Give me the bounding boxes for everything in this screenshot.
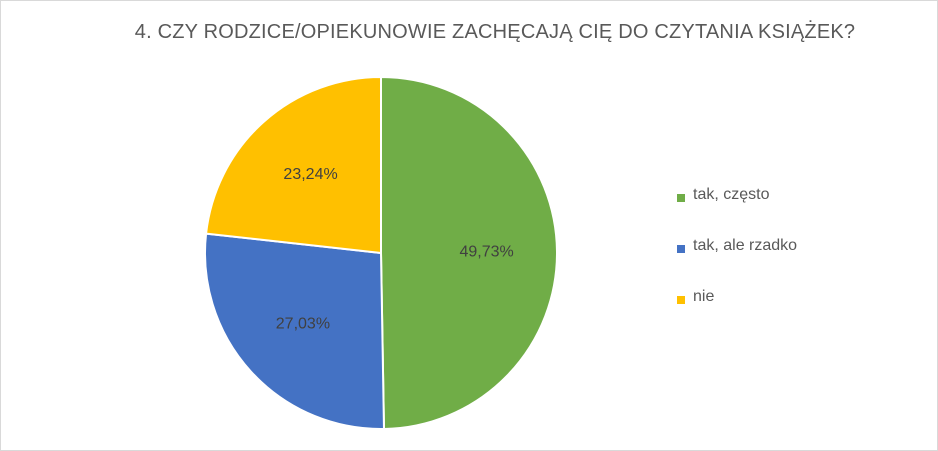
chart-title: 4. CZY RODZICE/OPIEKUNOWIE ZACHĘCAJĄ CIĘ… bbox=[134, 21, 856, 43]
legend-item-tak-czesto: tak, często bbox=[677, 175, 797, 226]
legend-swatch-tak-ale-rzadko bbox=[677, 244, 685, 253]
legend-label-nie: nie bbox=[693, 287, 715, 305]
pie-slice-tak-czesto bbox=[380, 75, 559, 430]
legend-item-tak-ale-rzadko: tak, ale rzadko bbox=[677, 226, 797, 277]
data-label-tak-czesto: 49,73% bbox=[459, 244, 513, 261]
legend-label-tak-czesto: tak, często bbox=[693, 185, 770, 203]
pie-slice-nie bbox=[204, 75, 382, 255]
pie-slice-tak-ale-rzadko bbox=[204, 232, 386, 430]
legend-swatch-tak-czesto bbox=[677, 193, 685, 202]
legend-item-nie: nie bbox=[677, 277, 797, 328]
legend-label-tak-ale-rzadko: tak, ale rzadko bbox=[693, 236, 798, 254]
legend: tak, często tak, ale rzadko nie bbox=[677, 175, 797, 328]
data-label-tak-ale-rzadko: 27,03% bbox=[276, 316, 330, 333]
legend-swatch-nie bbox=[677, 295, 685, 304]
data-label-nie: 23,24% bbox=[283, 166, 337, 183]
